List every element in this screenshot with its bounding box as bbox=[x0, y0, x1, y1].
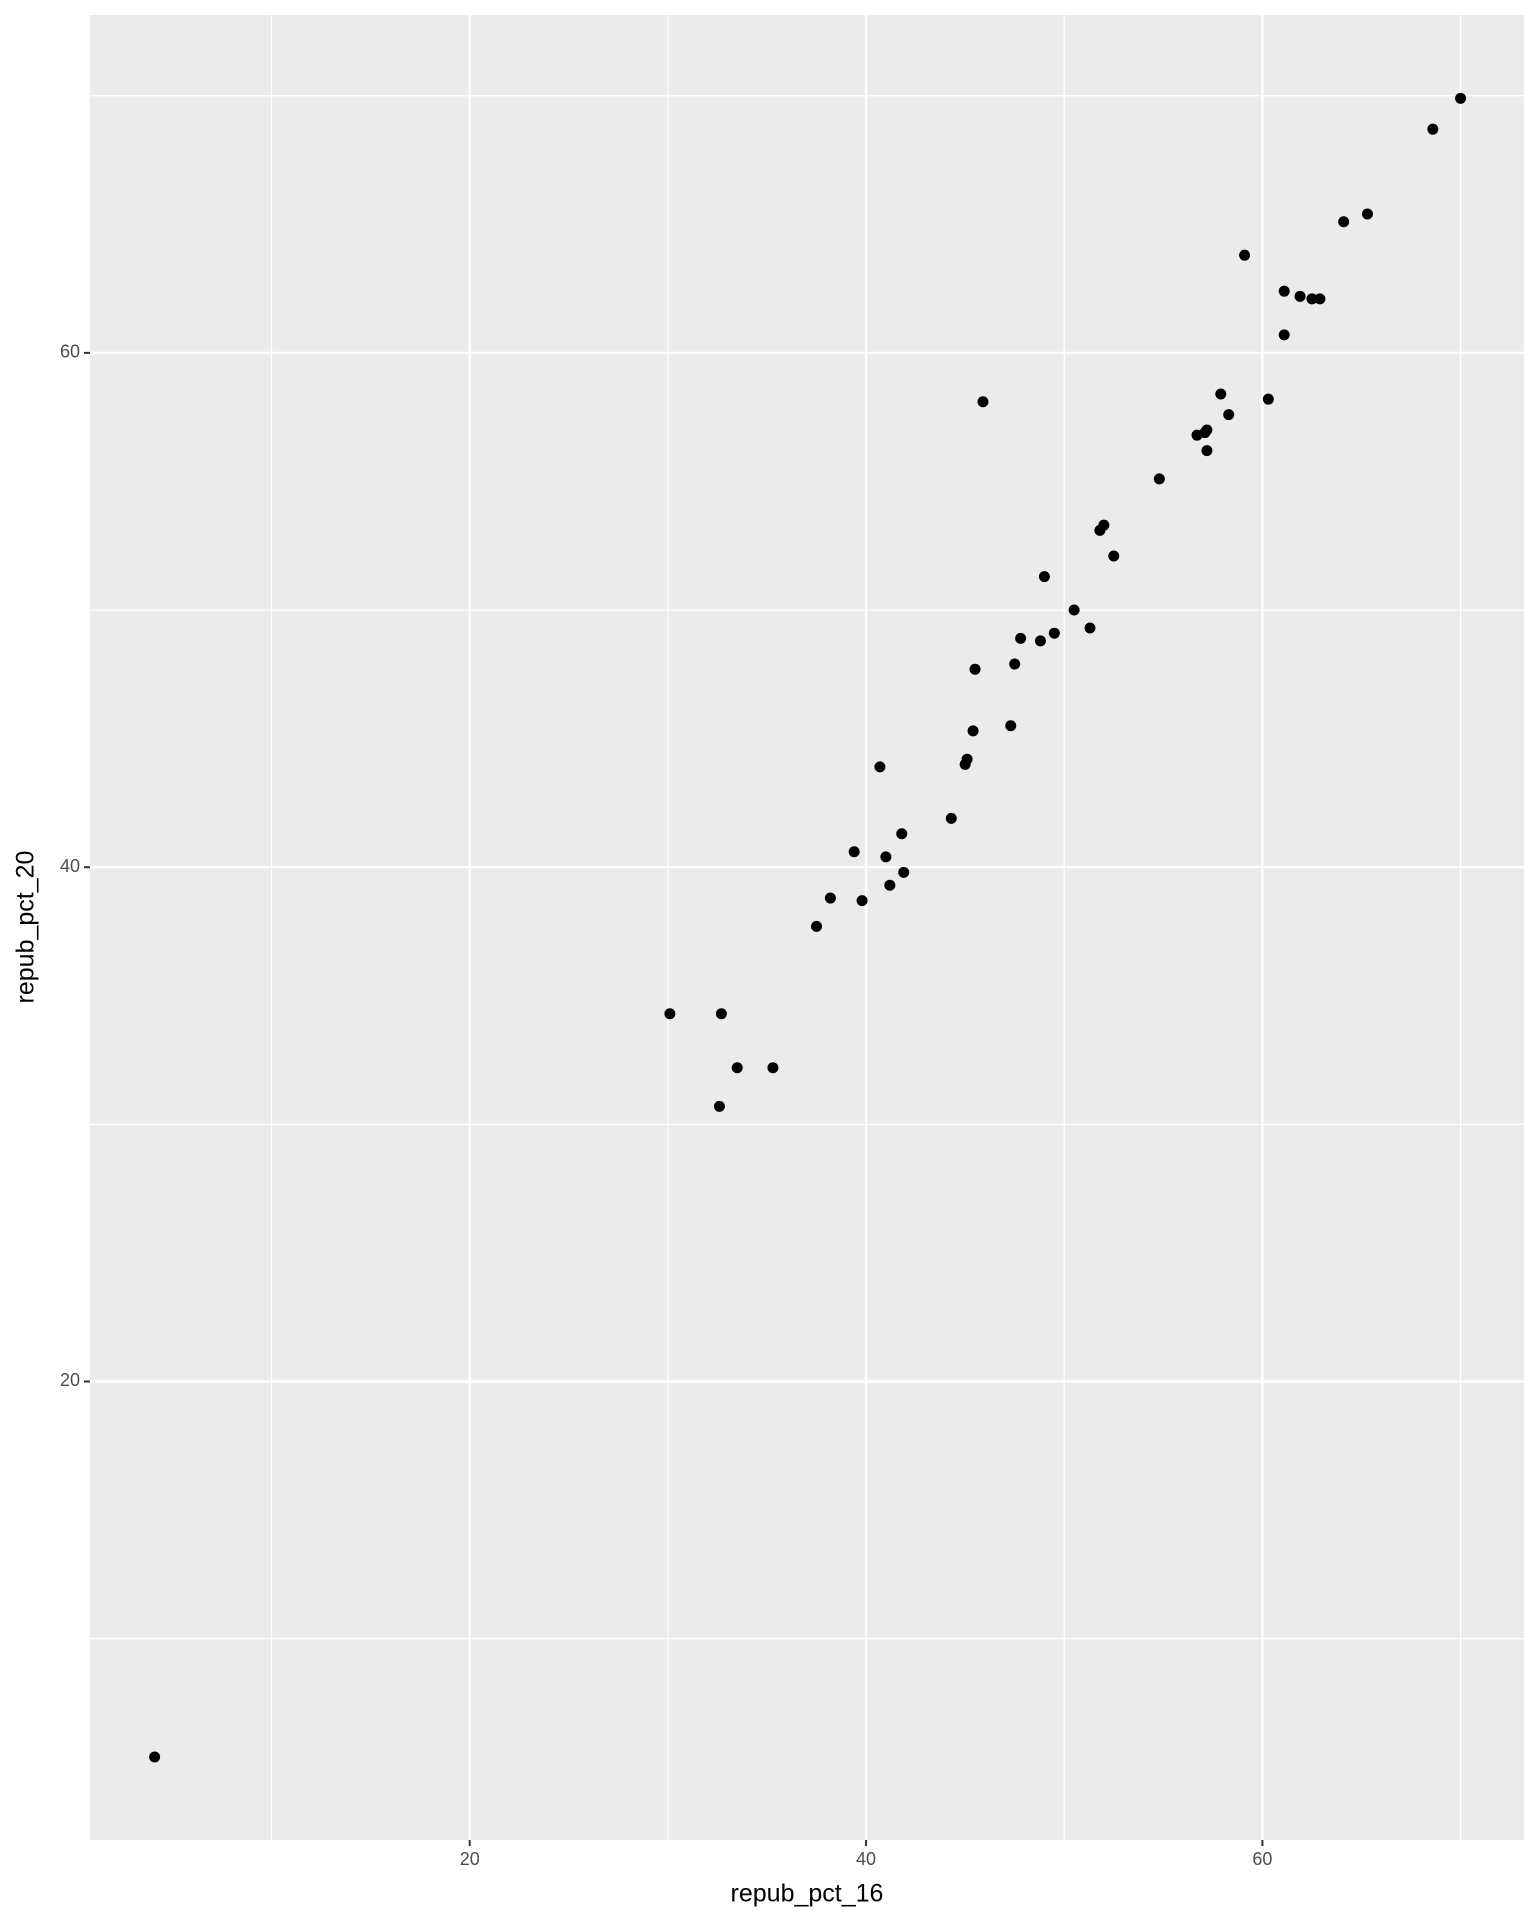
point bbox=[1455, 92, 1467, 104]
x-axis-title: repub_pct_16 bbox=[731, 1880, 884, 1908]
y-axis-title: repub_pct_20 bbox=[12, 851, 40, 1004]
point bbox=[1278, 329, 1290, 341]
point bbox=[811, 920, 823, 932]
point bbox=[1361, 208, 1373, 220]
point bbox=[977, 396, 989, 408]
point bbox=[767, 1062, 779, 1074]
y-tick-label: 60 bbox=[60, 342, 80, 362]
point bbox=[898, 866, 910, 878]
point bbox=[1201, 445, 1213, 457]
point bbox=[1098, 519, 1110, 531]
point bbox=[1153, 473, 1165, 485]
point bbox=[880, 851, 892, 863]
point bbox=[149, 1751, 161, 1763]
point bbox=[1034, 635, 1046, 647]
point bbox=[1294, 290, 1306, 302]
x-tick-label: 20 bbox=[460, 1849, 480, 1869]
point bbox=[967, 725, 979, 737]
point bbox=[1223, 409, 1235, 421]
point bbox=[1215, 388, 1227, 400]
point bbox=[1005, 720, 1017, 732]
point bbox=[664, 1008, 676, 1020]
point bbox=[731, 1062, 743, 1074]
point bbox=[1239, 249, 1251, 261]
point bbox=[1201, 424, 1213, 436]
point bbox=[856, 895, 868, 907]
point bbox=[848, 846, 860, 858]
point bbox=[945, 812, 957, 824]
y-tick-label: 40 bbox=[60, 856, 80, 876]
point bbox=[896, 828, 908, 840]
point bbox=[1068, 604, 1080, 616]
point bbox=[1306, 293, 1318, 305]
point bbox=[1038, 571, 1050, 583]
point bbox=[969, 663, 981, 675]
point bbox=[824, 892, 836, 904]
point bbox=[1427, 123, 1439, 135]
point bbox=[1338, 216, 1350, 228]
point bbox=[1278, 285, 1290, 297]
panel bbox=[90, 15, 1524, 1840]
y-tick-label: 20 bbox=[60, 1370, 80, 1390]
point bbox=[1084, 622, 1096, 634]
point bbox=[884, 879, 896, 891]
point bbox=[959, 758, 971, 770]
point bbox=[1009, 658, 1021, 670]
point bbox=[715, 1008, 727, 1020]
x-tick-label: 40 bbox=[856, 1849, 876, 1869]
point bbox=[1314, 293, 1326, 305]
point bbox=[874, 761, 886, 773]
point bbox=[1048, 627, 1060, 639]
x-tick-label: 60 bbox=[1252, 1849, 1272, 1869]
point bbox=[1015, 632, 1027, 644]
point bbox=[713, 1100, 725, 1112]
point bbox=[1262, 393, 1274, 405]
point bbox=[1108, 550, 1120, 562]
